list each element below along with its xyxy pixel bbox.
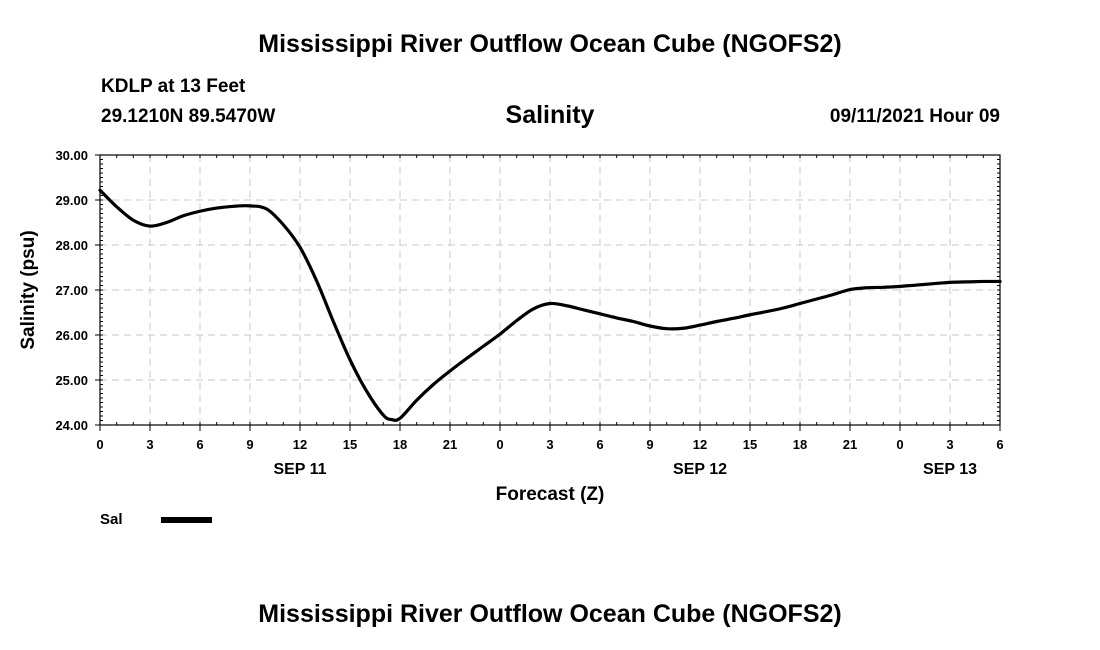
y-tick-label: 29.00 <box>55 193 88 208</box>
x-axis-label: Forecast (Z) <box>496 484 605 505</box>
y-tick-labels: 24.00 25.00 26.00 27.00 28.00 29.00 30.00 <box>55 148 88 433</box>
x-tick-label: 6 <box>596 437 603 452</box>
variable-title: Salinity <box>505 101 595 129</box>
x-tick-label: 0 <box>496 437 503 452</box>
legend-label: Sal <box>100 511 123 528</box>
y-tick-label: 28.00 <box>55 238 88 253</box>
x-tick-label: 0 <box>96 437 103 452</box>
date-label: SEP 11 <box>273 461 326 478</box>
footer-title: Mississippi River Outflow Ocean Cube (NG… <box>258 600 842 628</box>
x-tick-label: 6 <box>996 437 1003 452</box>
x-tick-label: 3 <box>546 437 553 452</box>
date-label: SEP 12 <box>673 461 727 478</box>
station-coords: 29.1210N 89.5470W <box>101 106 276 127</box>
x-tick-label: 9 <box>246 437 253 452</box>
chart-title: Mississippi River Outflow Ocean Cube (NG… <box>258 30 842 58</box>
station-name: KDLP at 13 Feet <box>101 76 246 97</box>
grid-lines <box>100 155 1000 425</box>
x-tick-label: 3 <box>146 437 153 452</box>
date-label: SEP 13 <box>923 461 977 478</box>
x-tick-label: 3 <box>946 437 953 452</box>
axis-ticks <box>95 154 1001 431</box>
y-tick-label: 27.00 <box>55 283 88 298</box>
date-labels: SEP 11 SEP 12 SEP 13 <box>273 461 977 478</box>
x-tick-label: 6 <box>196 437 203 452</box>
forecast-datetime: 09/11/2021 Hour 09 <box>829 106 1000 127</box>
y-tick-label: 30.00 <box>55 148 88 163</box>
x-tick-label: 15 <box>343 437 357 452</box>
series-line-sal <box>98 188 1002 422</box>
x-tick-label: 21 <box>843 437 857 452</box>
y-tick-label: 25.00 <box>55 373 88 388</box>
x-tick-label: 12 <box>693 437 707 452</box>
x-tick-label: 18 <box>393 437 407 452</box>
x-tick-label: 12 <box>293 437 307 452</box>
x-tick-label: 15 <box>743 437 757 452</box>
x-tick-label: 9 <box>646 437 653 452</box>
y-axis-label: Salinity (psu) <box>18 230 39 349</box>
y-tick-label: 24.00 <box>55 418 88 433</box>
x-tick-label: 21 <box>443 437 457 452</box>
x-tick-labels: 0 3 6 9 12 15 18 21 0 3 6 9 12 15 18 21 0 3 6 <box>96 437 1003 452</box>
y-tick-label: 26.00 <box>55 328 88 343</box>
x-tick-label: 18 <box>793 437 807 452</box>
x-tick-label: 0 <box>896 437 903 452</box>
